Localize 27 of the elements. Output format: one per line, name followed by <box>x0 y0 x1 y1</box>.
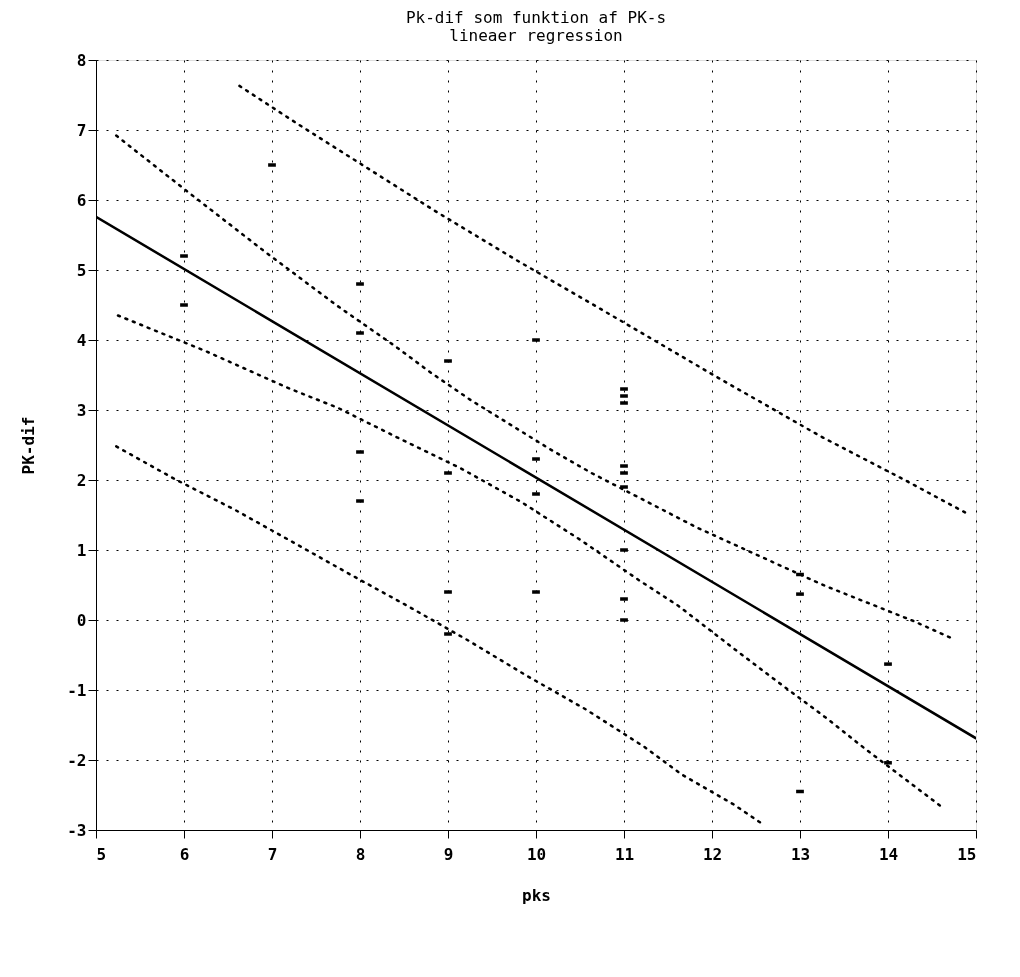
y-tick-label: 7 <box>76 120 87 140</box>
y-tick-label: 3 <box>76 400 87 420</box>
x-tick-label: 13 <box>790 844 811 864</box>
chart-title: Pk-dif som funktion af PK-s <box>405 8 667 27</box>
x-tick-label: 9 <box>443 844 454 864</box>
x-tick-label: 5 <box>96 844 107 864</box>
y-tick-label: 5 <box>76 260 87 280</box>
y-tick-label: 8 <box>76 50 87 70</box>
y-tick-label: -2 <box>67 750 87 770</box>
x-tick-label: 6 <box>179 844 190 864</box>
x-tick-label: 8 <box>355 844 366 864</box>
x-tick-label: 12 <box>702 844 723 864</box>
y-tick-label: 4 <box>76 330 87 350</box>
x-tick-label: 11 <box>614 844 635 864</box>
y-tick-label: 6 <box>76 190 87 210</box>
x-axis-title: pks <box>522 885 551 905</box>
x-tick-label: 10 <box>526 844 547 864</box>
y-tick-label: -1 <box>67 680 87 700</box>
y-tick-label: 2 <box>76 470 87 490</box>
x-tick-label: 14 <box>878 844 899 864</box>
x-tick-label: 15 <box>957 844 977 864</box>
y-tick-label: -3 <box>67 820 87 840</box>
x-tick-label: 7 <box>267 844 278 864</box>
y-axis-title: PK-dif <box>19 416 39 475</box>
y-tick-label: 0 <box>76 610 87 630</box>
chart-subtitle: lineaer regression <box>449 26 623 45</box>
y-tick-label: 1 <box>76 540 87 560</box>
